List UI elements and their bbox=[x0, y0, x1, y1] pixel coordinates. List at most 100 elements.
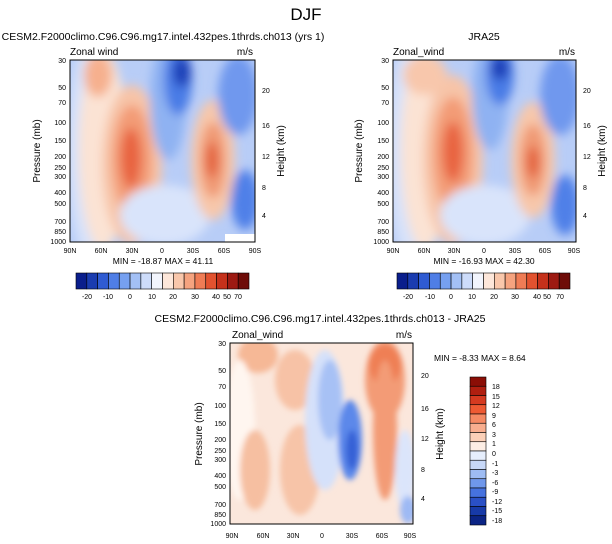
colorbar-swatch bbox=[469, 413, 487, 424]
colorbar-label: 18 bbox=[492, 384, 500, 391]
colorbar-label: -3 bbox=[492, 470, 498, 477]
colorbar-label: 0 bbox=[128, 294, 132, 301]
colorbar-swatch bbox=[469, 450, 487, 461]
colorbar-swatch bbox=[469, 432, 487, 443]
colorbar-label: -20 bbox=[403, 294, 413, 301]
panel-model-ylabel: Pressure (mb) bbox=[32, 119, 43, 182]
colorbar-swatch bbox=[515, 272, 528, 290]
panel-obs-ylabel: Pressure (mb) bbox=[354, 119, 365, 182]
panel-obs-y-ticks-right: 20 16 12 8 4 bbox=[583, 88, 591, 220]
x-tick: 90N bbox=[387, 248, 400, 255]
colorbar-label: -6 bbox=[492, 480, 498, 487]
panel-diff-units: m/s bbox=[396, 330, 412, 341]
panel-diff-y-ticks-right: 20 16 12 8 4 bbox=[421, 373, 429, 503]
colorbar-label: 6 bbox=[492, 422, 496, 429]
colorbar-label: -10 bbox=[103, 294, 113, 301]
colorbar-swatch bbox=[461, 272, 473, 290]
colorbar-swatch bbox=[450, 272, 463, 290]
colorbar-label: 50 bbox=[543, 294, 551, 301]
x-tick: 30N bbox=[126, 248, 139, 255]
x-tick: 60N bbox=[257, 533, 270, 540]
panel-model-y-ticks-right: 20 16 12 8 4 bbox=[262, 88, 270, 220]
y-tick: 150 bbox=[54, 138, 66, 145]
panel-model-x-ticks: 90N 60N 30N 0 30S 60S 90S bbox=[64, 248, 262, 255]
colorbar-swatch bbox=[469, 459, 487, 470]
colorbar-swatch bbox=[173, 272, 185, 290]
colorbar-swatch bbox=[469, 385, 487, 396]
x-tick: 30S bbox=[509, 248, 522, 255]
y-tick: 850 bbox=[214, 512, 226, 519]
colorbar-swatch bbox=[227, 272, 239, 290]
colorbar-swatch bbox=[469, 515, 487, 526]
panel-diff-colorbar: 18 15 12 9 6 3 1 0 -1 -3 -6 -9 -12 -15 -… bbox=[469, 376, 502, 526]
colorbar-label: -10 bbox=[425, 294, 435, 301]
y-tick: 150 bbox=[377, 138, 389, 145]
panel-diff-x-ticks: 90N 60N 30N 0 30S 60S 90S bbox=[226, 533, 417, 540]
y-tick: 30 bbox=[381, 58, 389, 65]
y-tick-right: 8 bbox=[421, 467, 425, 474]
y-tick: 400 bbox=[214, 473, 226, 480]
colorbar-swatch bbox=[407, 272, 419, 290]
colorbar-swatch bbox=[118, 272, 131, 290]
colorbar-label: 70 bbox=[556, 294, 564, 301]
panel-model-units: m/s bbox=[237, 47, 253, 58]
x-tick: 60N bbox=[418, 248, 431, 255]
x-tick: 30S bbox=[346, 533, 359, 540]
colorbar-label: 15 bbox=[492, 394, 500, 401]
figure-title: DJF bbox=[290, 5, 321, 24]
colorbar-swatch bbox=[469, 395, 487, 406]
colorbar-label: -18 bbox=[492, 518, 502, 525]
panel-model-contour-field bbox=[70, 60, 255, 242]
colorbar-label: 1 bbox=[492, 441, 496, 448]
colorbar-swatch bbox=[469, 404, 487, 415]
x-tick: 90N bbox=[64, 248, 77, 255]
colorbar-swatch bbox=[469, 478, 487, 489]
colorbar-swatch bbox=[504, 272, 517, 290]
colorbar-swatch bbox=[429, 272, 441, 290]
colorbar-label: -20 bbox=[82, 294, 92, 301]
colorbar-swatch bbox=[75, 272, 88, 290]
x-tick: 0 bbox=[482, 248, 486, 255]
y-tick-right: 16 bbox=[262, 123, 270, 130]
y-tick: 100 bbox=[214, 403, 226, 410]
panel-diff: CESM2.F2000climo.C96.C96.mg17.intel.432p… bbox=[155, 313, 526, 540]
y-tick: 300 bbox=[214, 457, 226, 464]
x-tick: 60S bbox=[539, 248, 552, 255]
colorbar-label: -9 bbox=[492, 489, 498, 496]
colorbar-label: -12 bbox=[492, 499, 502, 506]
x-tick: 0 bbox=[160, 248, 164, 255]
y-tick-right: 12 bbox=[421, 436, 429, 443]
colorbar-swatch bbox=[469, 441, 487, 452]
y-tick: 30 bbox=[58, 58, 66, 65]
panel-diff-stats: MIN = -8.33 MAX = 8.64 bbox=[434, 353, 526, 363]
y-tick-right: 4 bbox=[583, 213, 587, 220]
colorbar-label: -15 bbox=[492, 508, 502, 515]
colorbar-swatch bbox=[469, 469, 487, 480]
y-tick: 300 bbox=[54, 174, 66, 181]
panel-obs-title: JRA25 bbox=[468, 31, 500, 43]
panel-diff-variable: Zonal_wind bbox=[232, 330, 283, 341]
x-tick: 90S bbox=[404, 533, 417, 540]
x-tick: 90S bbox=[249, 248, 262, 255]
x-tick: 0 bbox=[320, 533, 324, 540]
y-tick: 100 bbox=[377, 120, 389, 127]
colorbar-swatch bbox=[396, 272, 409, 290]
colorbar-swatch bbox=[472, 272, 484, 290]
panel-obs-variable: Zonal_wind bbox=[393, 47, 444, 58]
colorbar-swatch bbox=[469, 496, 487, 507]
y-tick-right: 16 bbox=[421, 406, 429, 413]
y-tick: 500 bbox=[377, 201, 389, 208]
colorbar-swatch bbox=[216, 272, 228, 290]
panel-obs-units: m/s bbox=[559, 47, 575, 58]
y-tick-right: 20 bbox=[262, 88, 270, 95]
panel-diff-title: CESM2.F2000climo.C96.C96.mg17.intel.432p… bbox=[155, 313, 486, 325]
y-tick-right: 12 bbox=[262, 154, 270, 161]
panel-obs: JRA25 Zonal_wind m/s bbox=[354, 31, 608, 301]
x-tick: 30S bbox=[187, 248, 200, 255]
y-tick: 400 bbox=[54, 190, 66, 197]
colorbar-label: 10 bbox=[148, 294, 156, 301]
colorbar-swatch bbox=[418, 272, 430, 290]
colorbar-label: 20 bbox=[169, 294, 177, 301]
colorbar-swatch bbox=[108, 272, 120, 290]
